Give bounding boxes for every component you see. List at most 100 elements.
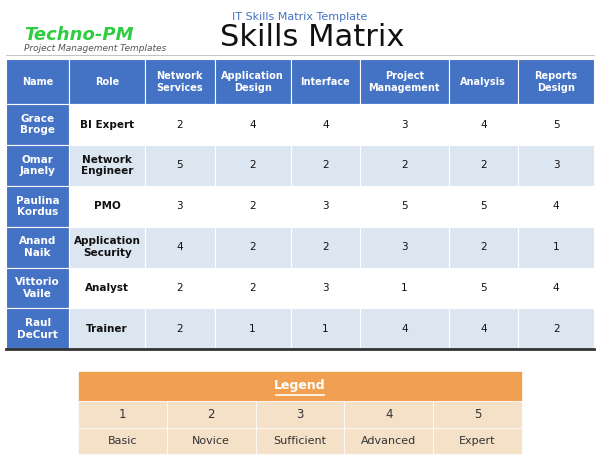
Text: Reports
Design: Reports Design: [535, 71, 578, 93]
Text: 4: 4: [249, 120, 256, 130]
Bar: [6, 308, 69, 349]
Bar: [290, 104, 360, 145]
Bar: [145, 227, 215, 267]
Bar: [518, 145, 594, 186]
Text: 3: 3: [322, 283, 329, 293]
Text: 2: 2: [401, 161, 407, 171]
Bar: [449, 267, 518, 308]
Bar: [290, 145, 360, 186]
Bar: [360, 104, 449, 145]
Bar: [360, 59, 449, 104]
Text: 3: 3: [296, 408, 304, 421]
Text: 5: 5: [480, 201, 487, 211]
Text: Network
Services: Network Services: [157, 71, 203, 93]
Bar: [69, 267, 145, 308]
Bar: [290, 308, 360, 349]
Bar: [433, 428, 522, 454]
Bar: [360, 267, 449, 308]
Bar: [290, 227, 360, 267]
Text: BI Expert: BI Expert: [80, 120, 134, 130]
Bar: [449, 227, 518, 267]
Text: Project
Management: Project Management: [368, 71, 440, 93]
Text: Skills Matrix: Skills Matrix: [220, 23, 404, 52]
Text: 2: 2: [249, 242, 256, 252]
Bar: [78, 428, 167, 454]
Text: 3: 3: [401, 242, 407, 252]
Text: 3: 3: [401, 120, 407, 130]
Bar: [145, 308, 215, 349]
Bar: [215, 227, 290, 267]
Text: Application
Security: Application Security: [74, 236, 140, 258]
Bar: [215, 186, 290, 227]
Bar: [69, 308, 145, 349]
Text: 2: 2: [553, 324, 559, 334]
Text: 5: 5: [474, 408, 481, 421]
Text: 3: 3: [176, 201, 183, 211]
Bar: [69, 145, 145, 186]
Bar: [449, 308, 518, 349]
Text: 1: 1: [249, 324, 256, 334]
Text: Analyst: Analyst: [85, 283, 129, 293]
Text: 2: 2: [249, 283, 256, 293]
Bar: [290, 267, 360, 308]
Text: 2: 2: [176, 283, 183, 293]
Text: 2: 2: [322, 161, 329, 171]
Bar: [215, 267, 290, 308]
Bar: [69, 59, 145, 104]
Text: 2: 2: [176, 120, 183, 130]
Text: 3: 3: [553, 161, 559, 171]
Bar: [145, 145, 215, 186]
Text: Vittorio
Vaile: Vittorio Vaile: [15, 277, 60, 299]
Bar: [449, 104, 518, 145]
Bar: [69, 186, 145, 227]
Bar: [167, 401, 256, 428]
Bar: [215, 59, 290, 104]
Bar: [518, 227, 594, 267]
Text: 1: 1: [119, 408, 126, 421]
Bar: [518, 186, 594, 227]
Text: Analysis: Analysis: [460, 77, 506, 87]
Text: 5: 5: [176, 161, 183, 171]
Bar: [360, 308, 449, 349]
Text: 2: 2: [208, 408, 215, 421]
Bar: [360, 145, 449, 186]
Text: 4: 4: [385, 408, 392, 421]
Text: 1: 1: [322, 324, 329, 334]
Text: 4: 4: [553, 201, 559, 211]
Text: 4: 4: [480, 324, 487, 334]
Bar: [518, 308, 594, 349]
Text: Raul
DeCurt: Raul DeCurt: [17, 318, 58, 340]
Bar: [145, 186, 215, 227]
Text: Trainer: Trainer: [86, 324, 128, 334]
Text: 4: 4: [322, 120, 329, 130]
Text: IT Skills Matrix Template: IT Skills Matrix Template: [232, 12, 368, 22]
Bar: [256, 401, 344, 428]
Text: 4: 4: [480, 120, 487, 130]
Bar: [449, 145, 518, 186]
Text: 2: 2: [480, 161, 487, 171]
Text: Techno-PM: Techno-PM: [24, 26, 133, 44]
Text: 2: 2: [322, 242, 329, 252]
Text: 5: 5: [401, 201, 407, 211]
Text: Novice: Novice: [192, 436, 230, 446]
Bar: [256, 428, 344, 454]
Text: Basic: Basic: [107, 436, 137, 446]
Text: 4: 4: [401, 324, 407, 334]
Bar: [6, 186, 69, 227]
Text: 4: 4: [553, 283, 559, 293]
Text: 3: 3: [322, 201, 329, 211]
Bar: [78, 370, 522, 401]
Bar: [145, 59, 215, 104]
Text: Project Management Templates: Project Management Templates: [24, 44, 166, 53]
Bar: [6, 227, 69, 267]
Bar: [290, 59, 360, 104]
Bar: [290, 186, 360, 227]
Text: Application
Design: Application Design: [221, 71, 284, 93]
Text: Paulina
Kordus: Paulina Kordus: [16, 196, 59, 217]
Text: Grace
Broge: Grace Broge: [20, 114, 55, 135]
Text: PMO: PMO: [94, 201, 121, 211]
Text: Advanced: Advanced: [361, 436, 416, 446]
Bar: [6, 59, 69, 104]
Bar: [449, 59, 518, 104]
Bar: [518, 267, 594, 308]
